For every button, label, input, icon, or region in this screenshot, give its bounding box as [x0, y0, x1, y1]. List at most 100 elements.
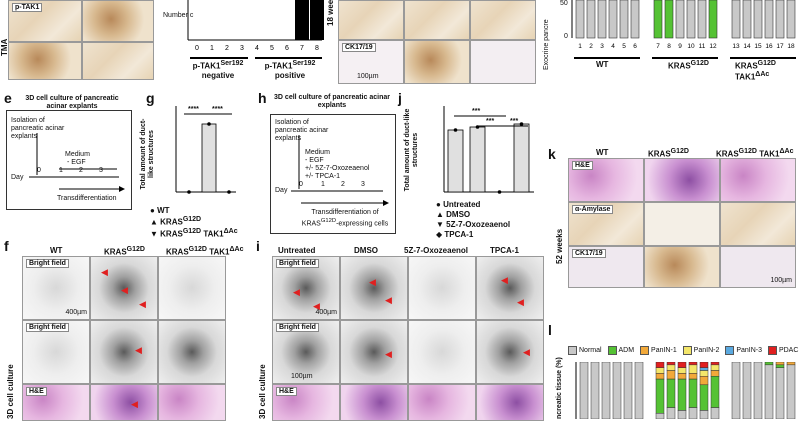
panel-g-ylabel: Total amount of duct-like structures	[140, 118, 155, 190]
l-bar-17-2	[775, 362, 785, 366]
l-bar-11-1	[699, 384, 709, 411]
ptak1-histogram: 0 1 2 3 4 5 6 7 8	[187, 0, 324, 59]
legend-tpca: ◆ TPCA-1	[436, 230, 474, 239]
ck1719-18w-1: CK17/19 100µm	[338, 40, 404, 84]
hist-tick-5: 5	[270, 45, 274, 52]
panel-h-egf: - EGF	[305, 157, 324, 164]
panel-g-legend: ● WT ▲ KRASG12D ▼ KRASG12D TAK1ΔAc	[150, 205, 238, 239]
legend-panin3: PanIN-3	[725, 346, 762, 355]
panel-j-chart	[443, 106, 534, 194]
i-col-tpca: TPCA-1	[490, 246, 519, 255]
panel-h-day-2: 2	[341, 181, 345, 188]
ihc-18w-3	[470, 0, 536, 40]
l-bar-8-1	[666, 378, 676, 408]
stack-bar-9-normal	[675, 0, 685, 39]
panel-e-day-0: 0	[37, 167, 41, 174]
panel-e-protocol-box: 3D cell culture of pancreatic acinar exp…	[6, 95, 132, 210]
panel-e-transdiff: Transdifferentiation	[57, 195, 117, 202]
hist-tick-1: 1	[210, 45, 214, 52]
g-point-0	[187, 190, 191, 194]
exocrine-axis-label: Exocrine pancre	[543, 19, 550, 70]
legend-dmso: ▲ DMSO	[436, 210, 471, 219]
l-bar-14-0	[742, 362, 752, 419]
f-bf2-tak	[158, 320, 226, 384]
stack-bar-5-normal	[619, 0, 629, 39]
k-he-wt: H&E	[568, 158, 644, 202]
l-bar-17-0	[775, 367, 785, 419]
l-bar-12-5	[710, 362, 720, 366]
f-col-tak: KRASG12D TAK1ΔAc	[166, 246, 244, 257]
l-bar-6-0	[634, 362, 644, 419]
l-bar-8-0	[666, 407, 676, 419]
panel-g-chart	[175, 106, 236, 194]
panel-h-protocol-box: Isolation of pancreatic acinar explants …	[270, 114, 396, 234]
k-ck-wt: CK17/19	[568, 246, 644, 288]
i-col-oxo: 5Z-7-Oxozeaenol	[404, 246, 469, 255]
legend-oxo: ▼ 5Z-7-Oxozeaenol	[436, 220, 511, 229]
tma-image-bottom-right	[82, 42, 154, 80]
stack-bar-2-normal	[586, 0, 596, 39]
tma-image-top-right	[82, 0, 154, 42]
tma-image-top-left: p-TAK1	[8, 0, 82, 42]
weeks-18-label: 18 weeks	[326, 0, 335, 26]
wt-group-label: WT	[596, 60, 609, 69]
panel-h-medium: Medium	[305, 149, 330, 156]
panel-e-day: Day	[11, 174, 24, 181]
j-bar-3	[513, 123, 530, 193]
stack-bar-18-normal	[786, 0, 796, 39]
stack-tick-14: 14	[743, 43, 751, 50]
legend-panin2: PanIN-2	[682, 346, 719, 355]
l-bar-16-0	[764, 364, 774, 419]
i-he-untreated: H&E	[272, 384, 340, 421]
panel-h-day-1: 1	[321, 181, 325, 188]
g-point-2	[227, 190, 231, 194]
stack-bar-13-normal	[731, 0, 741, 39]
panel-h-day-0: 0	[299, 181, 303, 188]
l-bar-1-0	[579, 362, 589, 419]
f-bf1-tak	[158, 256, 226, 320]
hist-tick-4: 4	[255, 45, 259, 52]
l-bar-15-0	[753, 362, 763, 419]
tak-group-label: KRASG12D TAK1ΔAc	[735, 60, 776, 82]
panel-e-medium: Medium	[65, 151, 90, 158]
panel-h-day: Day	[275, 187, 288, 194]
j-bar-0	[447, 129, 464, 193]
l-bar-18-2	[786, 362, 796, 366]
l-bar-11-5	[699, 362, 709, 368]
panel-l-chart	[575, 362, 796, 419]
panel-h-tpca: +/- TPCA-1	[305, 173, 341, 180]
g-point-1	[207, 122, 211, 126]
stack-tick-16: 16	[765, 43, 773, 50]
legend-tak: ▼ KRASG12D TAK1ΔAc	[150, 227, 238, 239]
f-bf1-kras: ◀ ◀ ◀	[90, 256, 158, 320]
k-he-tak	[720, 158, 796, 202]
ihc-18w-1	[338, 0, 404, 40]
l-bar-8-5	[666, 362, 676, 366]
f-he-tak	[158, 384, 226, 421]
i-bf1-oxo	[408, 256, 476, 320]
hist-tick-6: 6	[285, 45, 289, 52]
stack-tick-1: 1	[578, 43, 582, 50]
k-amylase-tak	[720, 202, 796, 246]
k-col-tak: KRASG12D TAK1ΔAc	[716, 148, 794, 159]
stack-bar-14-normal	[742, 0, 752, 39]
f-bf2-wt: Bright field	[22, 320, 90, 384]
l-bar-9-0	[677, 410, 687, 419]
hist-tick-7: 7	[300, 45, 304, 52]
l-bar-9-5	[677, 362, 687, 368]
l-bar-8-2	[666, 370, 676, 380]
stack-tick-18: 18	[787, 43, 795, 50]
tma-image-bottom-left	[8, 42, 82, 80]
panel-e-egf: - EGF	[67, 159, 86, 166]
y-tick-0: 0	[564, 33, 568, 40]
i-bf1-tpca: ◀ ◀	[476, 256, 544, 320]
panel-j-sig1: ***	[472, 108, 481, 115]
weeks-52-label: 52 weeks	[555, 228, 564, 264]
stack-bar-10-normal	[686, 0, 696, 39]
k-amylase-wt: α-Amylase	[568, 202, 644, 246]
stack-tick-13: 13	[732, 43, 740, 50]
tma-label: TMA	[0, 38, 9, 56]
panel-j-ylabel: Total amount of duct-like structures	[404, 108, 419, 192]
f-col-kras: KRASG12D	[104, 246, 145, 257]
i-bf2-untreated: Bright field 100µm	[272, 320, 340, 384]
